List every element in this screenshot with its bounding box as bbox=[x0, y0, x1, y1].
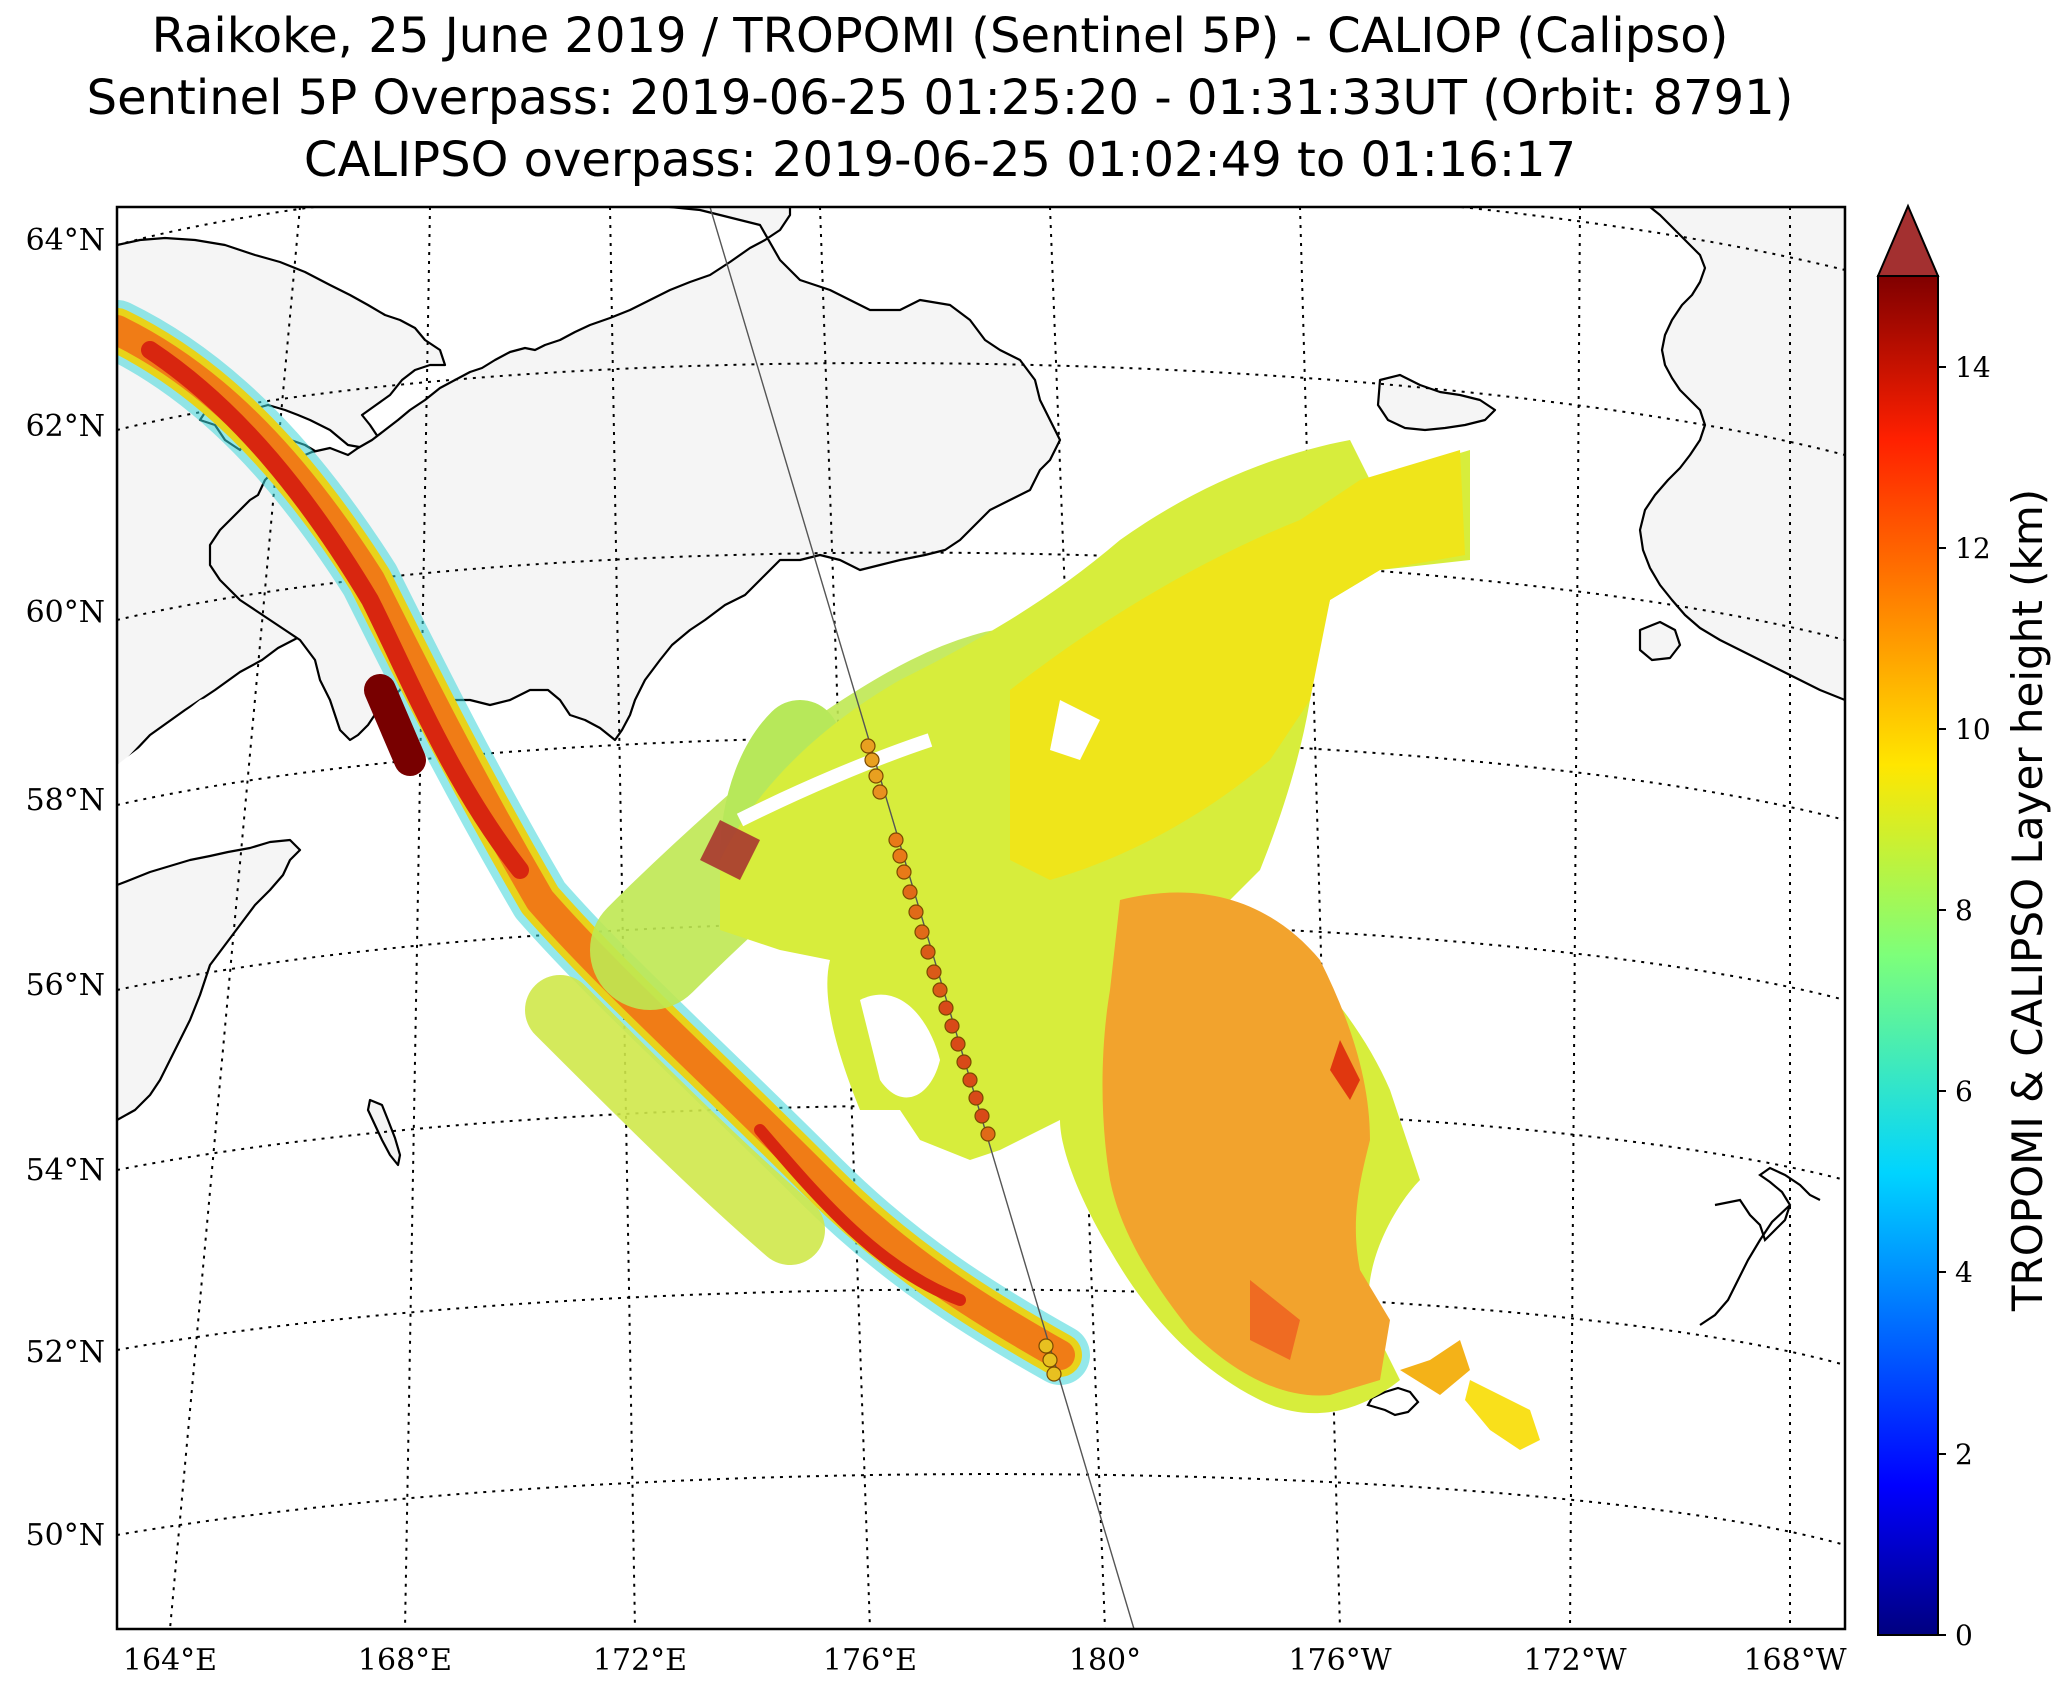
colorbar-tick: 4 bbox=[1955, 1256, 1973, 1289]
lat-label: 56°N bbox=[26, 968, 105, 1003]
lat-label: 58°N bbox=[26, 783, 105, 818]
land-masses bbox=[117, 207, 1845, 1167]
colorbar-tick: 0 bbox=[1955, 1619, 1973, 1652]
lat-label: 50°N bbox=[26, 1518, 105, 1553]
nunivak-island bbox=[1638, 620, 1682, 662]
lon-label: 164°E bbox=[123, 1643, 217, 1678]
caliop-track bbox=[709, 207, 1135, 1629]
lat-label: 52°N bbox=[26, 1335, 105, 1370]
western-land bbox=[117, 695, 300, 870]
st-lawrence-island bbox=[1376, 373, 1497, 432]
lat-label: 60°N bbox=[26, 595, 105, 630]
lon-label: 172°E bbox=[593, 1643, 687, 1678]
lon-label: 168°W bbox=[1743, 1643, 1846, 1678]
colorbar-tick: 10 bbox=[1955, 713, 1991, 746]
lat-labels: 64°N 62°N 60°N 58°N 56°N 54°N 52°N 50°N bbox=[26, 223, 105, 1553]
colorbar-label: TROPOMI & CALIPSO Layer height (km) bbox=[2003, 489, 2052, 1312]
title-line-3: CALIPSO overpass: 2019-06-25 01:02:49 to… bbox=[303, 132, 1577, 188]
colorbar-gradient bbox=[1877, 275, 1939, 1636]
colorbar-tick: 12 bbox=[1955, 532, 1991, 565]
aleutian-coast bbox=[1366, 1166, 1821, 1417]
map-frame bbox=[115, 205, 1847, 1631]
caliop-points bbox=[860, 738, 1062, 1382]
alaska-land bbox=[1638, 207, 1845, 702]
colorbar-extend-arrow bbox=[1876, 203, 1940, 277]
colorbar: 0 2 4 6 8 10 12 14 TROPOMI & CALIPSO Lay… bbox=[1876, 203, 2052, 1652]
lon-label: 180° bbox=[1069, 1643, 1141, 1678]
lon-label: 176°W bbox=[1288, 1643, 1391, 1678]
lat-label: 54°N bbox=[26, 1153, 105, 1188]
colorbar-tick: 2 bbox=[1955, 1438, 1973, 1471]
ash-plume-body bbox=[700, 440, 1540, 1450]
island-west bbox=[366, 1098, 402, 1167]
colorbar-tick: 14 bbox=[1955, 351, 1991, 384]
colorbar-tick: 6 bbox=[1955, 1075, 1973, 1108]
title-line-2: Sentinel 5P Overpass: 2019-06-25 01:25:2… bbox=[86, 70, 1794, 126]
title-line-1: Raikoke, 25 June 2019 / TROPOMI (Sentine… bbox=[151, 8, 1729, 64]
lon-label: 168°E bbox=[358, 1643, 452, 1678]
kamchatka-peninsula bbox=[117, 838, 302, 1122]
lon-label: 172°W bbox=[1523, 1643, 1626, 1678]
lat-label: 64°N bbox=[26, 223, 105, 258]
lon-label: 176°E bbox=[823, 1643, 917, 1678]
colorbar-tick: 8 bbox=[1955, 894, 1973, 927]
lon-labels: 164°E 168°E 172°E 176°E 180° 176°W 172°W… bbox=[123, 1643, 1847, 1678]
lat-label: 62°N bbox=[26, 409, 105, 444]
